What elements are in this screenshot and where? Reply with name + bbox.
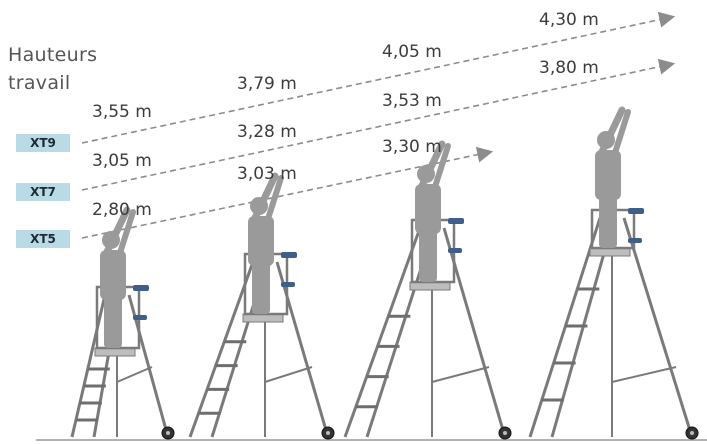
ladder-front-rail (528, 217, 602, 438)
ladder-grip (628, 208, 644, 214)
ladder-front-rail (70, 294, 107, 438)
ladder-4 (528, 106, 699, 440)
worker-torso (248, 216, 274, 266)
height-label: 3,55 m (92, 102, 152, 122)
ladder-grip (281, 282, 295, 287)
height-label: 3,28 m (237, 122, 297, 142)
worker-silhouette (595, 106, 631, 248)
worker-arm (264, 175, 284, 225)
dashed-line-xt9 (81, 11, 676, 144)
ladder-wheel-hub (503, 431, 507, 435)
heading-line-1: Hauteurs (8, 44, 98, 66)
heading-line-2: travail (8, 72, 71, 94)
worker-torso (415, 184, 441, 234)
ladder-brace (264, 366, 313, 383)
model-badge-xt7: XT7 (16, 183, 70, 201)
ladder-3 (343, 140, 512, 440)
ladder-wheel-hub (690, 431, 694, 435)
ladder-grip (628, 238, 642, 243)
ladder-back-rail (275, 261, 330, 438)
height-label: 3,03 m (237, 164, 297, 184)
worker-arm (596, 106, 626, 160)
worker-arm (249, 172, 279, 226)
dashed-line-xt7 (81, 58, 676, 191)
worker-silhouette (100, 206, 136, 348)
ladder-1 (70, 206, 175, 440)
height-label: 3,79 m (237, 74, 297, 94)
worker-arm (611, 109, 631, 159)
model-badge-xt9: XT9 (16, 134, 70, 152)
ladder-2 (188, 172, 335, 440)
worker-arm (101, 206, 131, 260)
height-label: 3,53 m (382, 91, 442, 111)
ladder-grip (448, 218, 464, 224)
worker-arm (116, 209, 136, 259)
worker-torso (595, 150, 621, 200)
worker-legs (104, 296, 122, 348)
worker-arm (416, 140, 446, 194)
worker-silhouette (248, 172, 284, 314)
height-label: 4,30 m (539, 10, 599, 30)
ladder-grip (448, 248, 462, 253)
worker-arm (431, 143, 451, 193)
worker-legs (599, 196, 617, 248)
ladder-brace (611, 366, 677, 383)
ladder-grip (281, 252, 297, 258)
height-label: 2,80 m (92, 200, 152, 220)
ladder-grip (133, 315, 147, 320)
ladder-front-rail (188, 261, 255, 438)
ladder-front-rail (343, 227, 422, 438)
height-label: 3,05 m (92, 151, 152, 171)
ladder-brace (431, 366, 490, 383)
worker-silhouette (415, 140, 451, 282)
height-label: 4,05 m (382, 42, 442, 62)
ladder-wheel-hub (166, 431, 170, 435)
ladder-back-rail (622, 217, 694, 438)
height-label: 3,30 m (382, 137, 442, 157)
height-label: 3,80 m (539, 58, 599, 78)
worker-legs (419, 230, 437, 282)
worker-legs (252, 262, 270, 314)
ladder-wheel-hub (326, 431, 330, 435)
ladder-brace (116, 366, 153, 383)
model-badge-xt5: XT5 (16, 230, 70, 248)
worker-torso (100, 250, 126, 300)
ladder-grip (133, 285, 149, 291)
